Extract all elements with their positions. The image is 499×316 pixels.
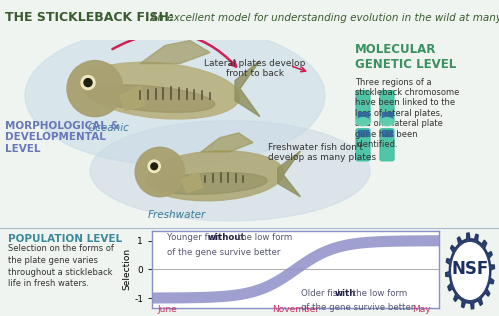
Text: NSF: NSF	[452, 260, 489, 278]
Text: THE STICKLEBACK FISH:: THE STICKLEBACK FISH:	[5, 11, 174, 24]
FancyBboxPatch shape	[380, 91, 394, 123]
Ellipse shape	[80, 62, 240, 119]
Polygon shape	[235, 61, 260, 117]
Polygon shape	[120, 86, 145, 111]
Polygon shape	[278, 151, 300, 197]
Circle shape	[452, 243, 489, 299]
Text: June: June	[158, 305, 178, 314]
Text: Younger fish: Younger fish	[167, 233, 222, 242]
Text: Freshwater: Freshwater	[148, 210, 206, 220]
Ellipse shape	[85, 85, 215, 112]
Text: the low form: the low form	[235, 233, 292, 242]
Polygon shape	[358, 130, 368, 136]
Circle shape	[81, 76, 95, 90]
Text: POPULATION LEVEL: POPULATION LEVEL	[8, 234, 122, 244]
Polygon shape	[446, 233, 495, 309]
Polygon shape	[382, 130, 392, 136]
Ellipse shape	[25, 26, 325, 166]
Ellipse shape	[380, 118, 394, 126]
Circle shape	[67, 61, 123, 117]
Text: with: with	[334, 289, 356, 298]
Text: without: without	[208, 233, 246, 242]
Text: Older fish: Older fish	[301, 289, 346, 298]
FancyArrowPatch shape	[112, 33, 236, 66]
FancyBboxPatch shape	[356, 129, 370, 161]
Circle shape	[84, 79, 92, 87]
Circle shape	[135, 147, 185, 197]
Polygon shape	[182, 172, 203, 193]
FancyBboxPatch shape	[380, 129, 394, 161]
Text: MORPHOLOGICAL &
DEVELOPMENTAL
LEVEL: MORPHOLOGICAL & DEVELOPMENTAL LEVEL	[5, 121, 119, 154]
Polygon shape	[140, 40, 210, 64]
Text: Lateral plates develop
front to back: Lateral plates develop front to back	[204, 58, 306, 78]
Polygon shape	[201, 133, 253, 152]
FancyArrowPatch shape	[292, 66, 305, 72]
Polygon shape	[382, 112, 392, 118]
Text: May: May	[412, 305, 431, 314]
Ellipse shape	[146, 151, 284, 201]
Ellipse shape	[90, 121, 370, 221]
Text: of the gene survive better: of the gene survive better	[167, 248, 280, 257]
Text: Selection on the forms of
the plate gene varies
throughout a stickleback
life in: Selection on the forms of the plate gene…	[8, 244, 114, 289]
FancyBboxPatch shape	[356, 91, 370, 123]
Text: Oceanic: Oceanic	[88, 123, 130, 133]
Ellipse shape	[356, 118, 370, 126]
Text: Three regions of a
stickleback chromosome
have been linked to the
loss of latera: Three regions of a stickleback chromosom…	[355, 78, 460, 149]
Circle shape	[151, 163, 158, 170]
Text: Freshwater fish don't
develop as many plates: Freshwater fish don't develop as many pl…	[268, 143, 376, 162]
Text: MOLECULAR
GENETIC LEVEL: MOLECULAR GENETIC LEVEL	[355, 43, 456, 70]
Y-axis label: Selection: Selection	[122, 248, 131, 290]
Text: of the gene survive better: of the gene survive better	[301, 303, 415, 313]
Text: the low form: the low form	[350, 289, 407, 298]
Circle shape	[148, 160, 160, 173]
Text: An excellent model for understanding evolution in the wild at many levels: An excellent model for understanding evo…	[147, 13, 499, 23]
Ellipse shape	[153, 173, 267, 194]
Polygon shape	[358, 112, 368, 118]
Text: November: November	[272, 305, 319, 314]
